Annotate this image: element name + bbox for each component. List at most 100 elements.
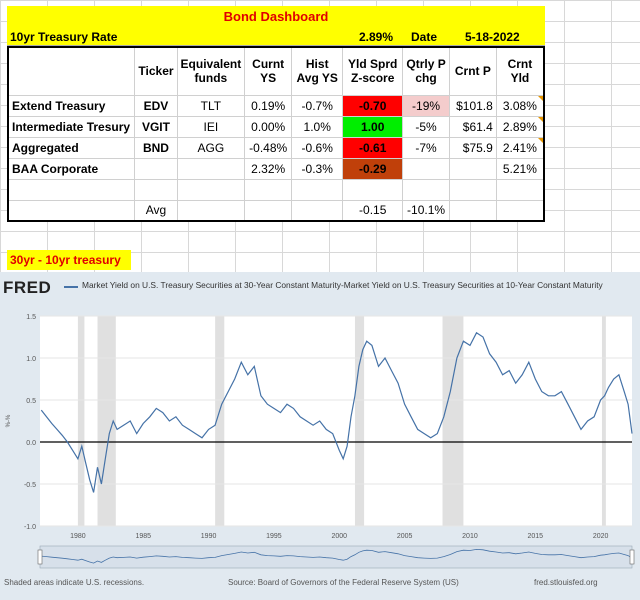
- row-hist-ys[interactable]: -0.3%: [291, 158, 344, 180]
- x-tick-label: 1985: [135, 533, 151, 540]
- x-tick-label: 2000: [331, 533, 347, 540]
- date-value: 5-18-2022: [465, 30, 520, 44]
- row-curnt-ys[interactable]: -0.48%: [244, 137, 293, 159]
- row-yld[interactable]: 3.08%: [496, 95, 545, 117]
- series-line: [40, 331, 633, 493]
- y-tick-label: 0.0: [26, 440, 36, 447]
- row-yld[interactable]: 5.21%: [496, 158, 545, 180]
- fred-footer-left: Shaded areas indicate U.S. recessions.: [4, 578, 145, 587]
- row-ticker[interactable]: VGIT: [134, 116, 178, 138]
- row-yld[interactable]: 2.41%: [496, 137, 545, 159]
- row-zscore[interactable]: 1.00: [342, 116, 404, 138]
- fred-footer-right: fred.stlouisfed.org: [534, 578, 598, 587]
- navigator-handle-left[interactable]: [37, 549, 43, 565]
- header-zscore[interactable]: Yld Sprd Z-score: [342, 47, 404, 96]
- avg-qchg[interactable]: -10.1%: [402, 200, 450, 222]
- row-ticker[interactable]: [134, 158, 178, 180]
- header-crnt-yld[interactable]: Crnt Yld: [496, 47, 545, 96]
- recession-band: [215, 316, 225, 526]
- header-qtrly-chg[interactable]: Qtrly P chg: [402, 47, 450, 96]
- empty-cell[interactable]: [8, 200, 136, 222]
- row-ticker[interactable]: EDV: [134, 95, 178, 117]
- plot-area: [40, 316, 632, 526]
- header-crnt-p[interactable]: Crnt P: [449, 47, 497, 96]
- empty-cell[interactable]: [449, 200, 497, 222]
- table-row: Extend Treasury EDV TLT 0.19% -0.7% -0.7…: [8, 95, 545, 117]
- row-qchg[interactable]: [402, 158, 450, 180]
- row-price[interactable]: $61.4: [449, 116, 497, 138]
- y-tick-label: 1.5: [26, 314, 36, 321]
- legend-line-icon: [64, 286, 78, 288]
- row-hist-ys[interactable]: -0.7%: [291, 95, 344, 117]
- x-tick-label: 2005: [397, 533, 413, 540]
- header-curnt-ys[interactable]: Curnt YS: [244, 47, 293, 96]
- empty-cell[interactable]: [244, 179, 293, 201]
- y-tick-label: 1.0: [26, 356, 36, 363]
- header-blank: [8, 47, 136, 96]
- empty-cell[interactable]: [291, 200, 344, 222]
- recession-band: [442, 316, 464, 526]
- row-name[interactable]: Intermediate Tresury: [8, 116, 136, 138]
- row-equiv[interactable]: TLT: [177, 95, 246, 117]
- empty-cell[interactable]: [177, 200, 246, 222]
- y-axis-label: %-%: [6, 414, 12, 427]
- row-price[interactable]: [449, 158, 497, 180]
- x-tick-label: 1995: [266, 533, 282, 540]
- table-row: BAA Corporate 2.32% -0.3% -0.29 5.21%: [8, 158, 545, 180]
- empty-cell[interactable]: [291, 179, 344, 201]
- row-qchg[interactable]: -7%: [402, 137, 450, 159]
- row-name[interactable]: Extend Treasury: [8, 95, 136, 117]
- x-tick-label: 2015: [528, 533, 544, 540]
- row-ticker[interactable]: BND: [134, 137, 178, 159]
- rate-label: 10yr Treasury Rate: [10, 30, 118, 44]
- dashboard-table: Ticker Equivalent funds Curnt YS Hist Av…: [7, 46, 545, 222]
- fred-plot: -1.0 -0.5 0.0 0.5 1.0 1.5 1980 1985 1990 1995 2000…: [6, 314, 635, 569]
- empty-row: [8, 179, 545, 201]
- row-zscore[interactable]: -0.70: [342, 95, 404, 117]
- row-name[interactable]: BAA Corporate: [8, 158, 136, 180]
- recession-band: [601, 316, 606, 526]
- row-zscore[interactable]: -0.29: [342, 158, 404, 180]
- row-curnt-ys[interactable]: 2.32%: [244, 158, 293, 180]
- row-hist-ys[interactable]: 1.0%: [291, 116, 344, 138]
- row-yld[interactable]: 2.89%: [496, 116, 545, 138]
- table-row: Aggregated BND AGG -0.48% -0.6% -0.61 -7…: [8, 137, 545, 159]
- row-zscore[interactable]: -0.61: [342, 137, 404, 159]
- empty-cell[interactable]: [8, 179, 136, 201]
- row-hist-ys[interactable]: -0.6%: [291, 137, 344, 159]
- recession-band: [77, 316, 85, 526]
- row-price[interactable]: $75.9: [449, 137, 497, 159]
- avg-row: Avg -0.15 -10.1%: [8, 200, 545, 222]
- avg-label[interactable]: Avg: [134, 200, 178, 222]
- navigator-handle-right[interactable]: [629, 549, 635, 565]
- empty-cell[interactable]: [244, 200, 293, 222]
- row-name[interactable]: Aggregated: [8, 137, 136, 159]
- row-price[interactable]: $101.8: [449, 95, 497, 117]
- header-row: Ticker Equivalent funds Curnt YS Hist Av…: [8, 47, 545, 96]
- empty-cell[interactable]: [449, 179, 497, 201]
- avg-zscore[interactable]: -0.15: [342, 200, 404, 222]
- section-label: 30yr - 10yr treasury: [7, 250, 131, 270]
- fred-chart-panel: FRED Market Yield on U.S. Treasury Secur…: [0, 272, 640, 600]
- empty-cell[interactable]: [496, 200, 545, 222]
- row-curnt-ys[interactable]: 0.00%: [244, 116, 293, 138]
- empty-cell[interactable]: [134, 179, 178, 201]
- empty-cell[interactable]: [496, 179, 545, 201]
- header-hist-avg-ys[interactable]: Hist Avg YS: [291, 47, 344, 96]
- fred-header: FRED Market Yield on U.S. Treasury Secur…: [0, 272, 640, 302]
- row-qchg[interactable]: -19%: [402, 95, 450, 117]
- header-ticker[interactable]: Ticker: [134, 47, 178, 96]
- header-equivalent-funds[interactable]: Equivalent funds: [177, 47, 246, 96]
- row-equiv[interactable]: IEI: [177, 116, 246, 138]
- row-qchg[interactable]: -5%: [402, 116, 450, 138]
- empty-cell[interactable]: [402, 179, 450, 201]
- empty-cell[interactable]: [177, 179, 246, 201]
- empty-cell[interactable]: [342, 179, 404, 201]
- row-equiv[interactable]: AGG: [177, 137, 246, 159]
- row-equiv[interactable]: [177, 158, 246, 180]
- y-tick-label: 0.5: [26, 398, 36, 405]
- y-tick-label: -1.0: [24, 524, 36, 531]
- recession-band: [354, 316, 365, 526]
- row-curnt-ys[interactable]: 0.19%: [244, 95, 293, 117]
- x-tick-label: 2020: [593, 533, 609, 540]
